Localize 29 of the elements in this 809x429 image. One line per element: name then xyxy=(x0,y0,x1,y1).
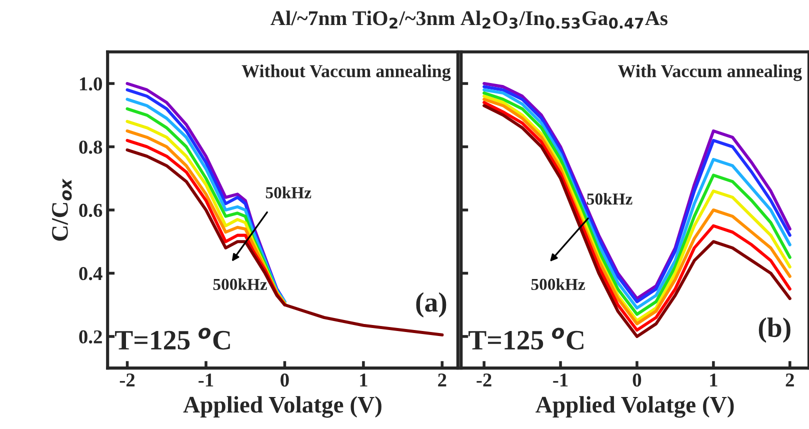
annotation: T=125 $^{o}$C xyxy=(468,328,584,350)
text: With Vaccum annealing xyxy=(618,64,802,82)
annotation: 500kHz xyxy=(213,278,267,290)
text: Without Vaccum annealing xyxy=(242,64,451,82)
annotation: 50kHz xyxy=(266,186,312,198)
x-axis-title: Applied Volatge (V) xyxy=(183,396,382,418)
x-axis-title: Applied Volatge (V) xyxy=(536,396,734,418)
y-tick-label: 0.8 xyxy=(79,140,102,154)
x-tick-label: 1 xyxy=(360,374,368,386)
x-tick-label: 2 xyxy=(438,374,446,386)
annotation: (a) xyxy=(416,292,446,318)
annotation: T=125 $^{o}$C xyxy=(115,328,230,350)
chart-title: Al/~7nm TiO$_{2}$/~3nm Al$_{2}$O$_{3}$/In$_{0.53}$Ga$_{0.47}$As xyxy=(270,10,668,29)
y-tick-label: 1.0 xyxy=(80,77,102,91)
x-tick-label: -2 xyxy=(120,374,135,386)
x-tick-label: -1 xyxy=(553,374,568,386)
x-tick-label: 0 xyxy=(632,374,642,387)
x-tick-label: 2 xyxy=(786,374,794,386)
x-tick-label: -2 xyxy=(476,374,492,386)
annotation: (b) xyxy=(758,318,790,343)
annotation: 500kHz xyxy=(531,278,585,290)
y-tick-label: 0.2 xyxy=(79,330,102,344)
annotation: 50kHz xyxy=(587,192,632,205)
y-axis-title: C/C$_{ox}$ xyxy=(52,178,72,241)
x-tick-label: -1 xyxy=(198,374,214,386)
x-tick-label: 0 xyxy=(280,374,289,387)
y-tick-label: 0.6 xyxy=(79,204,102,218)
x-tick-label: 1 xyxy=(710,374,718,386)
y-tick-label: 0.4 xyxy=(79,267,102,280)
